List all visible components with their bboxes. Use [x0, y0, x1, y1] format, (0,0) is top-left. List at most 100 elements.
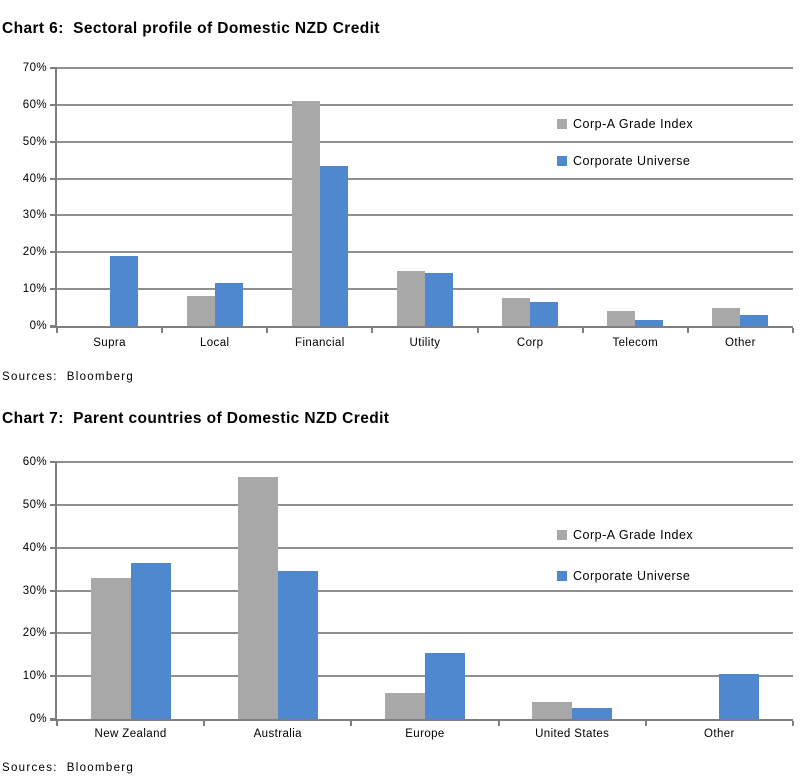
y-tick-label: 40%	[22, 541, 47, 554]
y-tick-label: 10%	[22, 670, 47, 683]
x-tick	[56, 721, 58, 726]
legend-label: Corporate Universe	[573, 569, 691, 583]
x-category-label-corp: Corp	[516, 337, 544, 349]
x-tick	[371, 328, 374, 333]
x-tick	[161, 328, 164, 333]
gridline-20	[57, 251, 793, 254]
bar-corp-a-grade-index-telecom	[607, 311, 636, 326]
y-tick-40	[50, 546, 55, 549]
chart-6-title: Chart 6: Sectoral profile of Domestic NZ…	[2, 20, 380, 37]
y-tick-label: 20%	[22, 627, 47, 640]
y-tick-label: 60%	[22, 98, 47, 111]
gridline-70	[57, 67, 793, 69]
bar-corp-a-grade-index-other	[712, 307, 741, 326]
y-tick-label: 0%	[29, 320, 47, 332]
y-tick-label: 40%	[22, 172, 47, 185]
y-tick-70	[50, 67, 55, 69]
bar-corp-a-grade-index-local	[186, 295, 215, 326]
x-tick	[792, 328, 794, 333]
y-tick-10	[50, 288, 55, 291]
x-category-label-new-zealand: New Zealand	[94, 728, 167, 740]
chart-7-plot-area	[50, 461, 794, 726]
y-tick-label: 20%	[22, 246, 47, 259]
y-tick-50	[50, 503, 55, 506]
x-tick	[581, 328, 584, 333]
y-tick-label: 50%	[22, 498, 47, 511]
gridline-30	[57, 589, 793, 592]
x-tick	[792, 721, 794, 726]
x-category-label-other: Other	[704, 728, 735, 740]
x-category-label-europe: Europe	[405, 728, 445, 740]
bar-corporate-universe-other	[719, 674, 760, 719]
chart-7-x-axis-labels: New Zealand Australia Europe United States O…	[57, 728, 793, 744]
chart-6-source: Sources: Bloomberg	[2, 371, 135, 383]
legend-item-corp-a-grade-index: Corp-A Grade Index	[557, 528, 693, 542]
legend-label: Corporate Universe	[573, 154, 691, 168]
y-tick-label: 30%	[22, 584, 47, 597]
x-category-label-other: Other	[725, 337, 756, 349]
legend-swatch-corporate-universe	[557, 156, 567, 166]
y-tick-label: 30%	[22, 209, 47, 222]
legend-swatch-corporate-universe	[557, 571, 567, 581]
y-tick-60	[50, 103, 55, 106]
y-axis-line	[55, 461, 57, 719]
y-tick-label: 10%	[22, 283, 47, 296]
gridline-60	[57, 103, 793, 106]
y-tick-60	[50, 461, 55, 463]
x-tick	[497, 721, 500, 726]
legend-item-corporate-universe: Corporate Universe	[557, 569, 693, 583]
chart-7-title: Chart 7: Parent countries of Domestic NZ…	[2, 410, 390, 427]
bar-corp-a-grade-index-europe	[385, 693, 425, 719]
gridline-30	[57, 214, 793, 217]
bar-corporate-universe-financial	[319, 165, 348, 326]
chart-6-y-axis-labels: 0% 10% 20% 30% 40% 50% 60% 70%	[0, 62, 50, 332]
y-tick-30	[50, 214, 55, 217]
x-tick	[266, 328, 269, 333]
bar-corp-a-grade-index-utility	[397, 270, 425, 326]
bar-corp-a-grade-index-australia	[237, 477, 278, 719]
x-tick	[350, 721, 353, 726]
legend-item-corporate-universe: Corporate Universe	[557, 154, 693, 168]
legend-swatch-corp-a-grade-index	[557, 530, 567, 540]
x-tick	[203, 721, 206, 726]
gridline-40	[57, 546, 793, 549]
x-category-label-local: Local	[199, 337, 230, 349]
legend-item-corp-a-grade-index: Corp-A Grade Index	[557, 117, 693, 131]
x-category-label-utility: Utility	[409, 337, 441, 349]
bar-corporate-universe-europe	[425, 652, 465, 719]
x-category-label-telecom: Telecom	[612, 337, 659, 349]
x-axis-line	[50, 326, 793, 328]
y-tick-20	[50, 632, 55, 635]
bar-corp-a-grade-index-corp	[502, 298, 531, 326]
bar-corporate-universe-other	[740, 314, 769, 326]
gridline-20	[57, 632, 793, 635]
y-tick-40	[50, 177, 55, 180]
x-category-label-supra: Supra	[93, 337, 126, 349]
x-category-label-financial: Financial	[295, 337, 345, 349]
chart-7-source: Sources: Bloomberg	[2, 762, 135, 774]
chart-6-x-axis-labels: Supra Local Financial Utility Corp Telecom Oth…	[57, 337, 793, 353]
bar-corporate-universe-local	[214, 282, 243, 326]
gridline-40	[57, 177, 793, 180]
y-tick-10	[50, 675, 55, 678]
chart-7-legend: Corp-A Grade Index Corporate Universe	[557, 528, 693, 583]
x-category-label-united-states: United States	[535, 728, 610, 740]
bar-corp-a-grade-index-united-states	[532, 701, 573, 719]
legend-swatch-corp-a-grade-index	[557, 119, 567, 129]
y-tick-label: 70%	[22, 62, 47, 74]
bar-corporate-universe-new-zealand	[130, 562, 171, 719]
y-tick-50	[50, 140, 55, 143]
gridline-60	[57, 461, 793, 463]
legend-label: Corp-A Grade Index	[573, 528, 694, 542]
gridline-50	[57, 503, 793, 506]
chart-7-y-axis-labels: 0% 10% 20% 30% 40% 50% 60%	[0, 456, 50, 725]
bar-corporate-universe-australia	[277, 571, 318, 719]
x-tick	[686, 328, 689, 333]
bar-corporate-universe-corp	[530, 301, 559, 326]
legend-label: Corp-A Grade Index	[573, 117, 694, 131]
y-tick-30	[50, 589, 55, 592]
gridline-50	[57, 140, 793, 143]
x-category-label-australia: Australia	[253, 728, 302, 740]
x-axis-line	[50, 719, 793, 721]
